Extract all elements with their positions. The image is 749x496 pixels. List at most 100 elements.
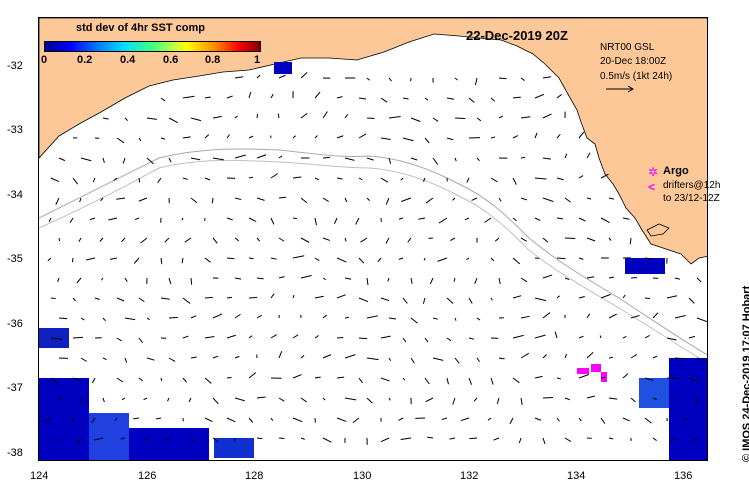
current-vector <box>400 177 404 181</box>
current-vector <box>644 334 650 339</box>
current-vector <box>292 374 302 379</box>
current-vector <box>564 237 576 240</box>
current-vector <box>102 397 105 403</box>
current-vector <box>542 437 546 445</box>
current-vector <box>212 313 223 319</box>
current-vector <box>542 197 554 202</box>
current-vector <box>380 97 388 103</box>
current-vector <box>674 315 686 319</box>
current-vector <box>358 177 363 181</box>
current-vector <box>157 177 162 183</box>
current-vector <box>564 153 568 159</box>
current-vector <box>498 115 504 119</box>
current-vector <box>58 397 63 402</box>
argo-drifter-points <box>577 364 607 382</box>
y-tick-label: -34 <box>7 189 23 201</box>
current-vector <box>108 217 118 221</box>
current-vector <box>133 417 140 420</box>
current-vector <box>425 397 434 403</box>
current-vector <box>644 377 654 381</box>
current-vector <box>542 113 552 119</box>
current-vector <box>652 355 658 359</box>
current-vector <box>143 397 148 401</box>
current-vector <box>380 437 390 443</box>
current-vector <box>204 177 211 181</box>
current-vector <box>452 397 456 405</box>
current-vector <box>490 297 493 301</box>
current-vector <box>256 437 263 440</box>
current-vector <box>278 397 285 402</box>
current-vector <box>248 296 258 299</box>
current-vector <box>564 197 571 203</box>
current-vector <box>212 397 219 405</box>
current-vector <box>204 296 213 299</box>
current-vector <box>534 417 542 421</box>
current-vector <box>85 257 96 261</box>
current-vector <box>600 417 606 424</box>
current-vector <box>401 197 412 202</box>
current-vector <box>79 197 82 203</box>
colorbar-tick-label: 0.8 <box>205 54 221 66</box>
current-vector <box>138 197 148 202</box>
current-vector <box>669 437 676 443</box>
current-vector <box>441 417 448 421</box>
current-vector <box>366 197 370 201</box>
current-vector <box>190 356 197 359</box>
current-vector <box>314 376 321 379</box>
current-vector <box>358 133 367 139</box>
current-vector <box>248 176 254 179</box>
current-vector <box>466 257 470 261</box>
current-vector <box>652 312 659 319</box>
credit-label: © IMOS 24-Dec-2019 17:07 Hobart <box>741 285 749 462</box>
current-vector <box>622 373 629 379</box>
current-vector <box>234 197 242 201</box>
current-vector <box>234 277 242 280</box>
current-vector <box>366 397 373 404</box>
current-vector <box>622 217 630 220</box>
current-vector <box>336 417 347 422</box>
current-vector <box>410 277 413 284</box>
current-vector <box>300 237 310 243</box>
current-vector <box>674 397 678 401</box>
current-vector <box>542 274 553 279</box>
current-vector <box>72 297 76 302</box>
current-vector <box>182 297 191 304</box>
current-vector <box>114 417 118 421</box>
current-vector <box>542 237 549 243</box>
current-vector <box>256 197 265 201</box>
current-vector <box>94 297 100 300</box>
current-vector <box>608 313 617 319</box>
drifters-time-label: to 23/12-12Z <box>663 193 720 204</box>
current-vector <box>366 277 369 286</box>
current-vector <box>80 357 87 362</box>
current-vector <box>556 295 560 299</box>
current-vector <box>608 397 618 400</box>
current-vector <box>336 376 345 379</box>
current-vector <box>138 137 142 142</box>
current-vector <box>542 354 547 359</box>
current-vector <box>322 237 331 241</box>
x-tick-label: 132 <box>460 470 479 482</box>
current-vector <box>182 136 191 139</box>
current-vector <box>432 357 444 361</box>
current-vector <box>124 117 128 121</box>
current-vector <box>380 377 390 382</box>
current-vector <box>358 297 369 303</box>
current-vector <box>578 335 584 339</box>
current-vector <box>360 237 368 243</box>
current-vector <box>292 135 297 139</box>
current-vector <box>292 176 302 179</box>
current-vector <box>314 217 317 226</box>
current-vector <box>109 257 118 260</box>
current-vector <box>407 237 412 243</box>
current-vector <box>234 355 240 359</box>
current-vector <box>72 177 79 185</box>
current-vector <box>696 317 707 323</box>
current-vector <box>520 237 527 242</box>
current-vector <box>498 277 501 285</box>
current-vector <box>300 112 308 119</box>
current-vector <box>498 77 507 80</box>
current-vector <box>402 97 409 100</box>
current-vector <box>410 357 415 364</box>
current-vector <box>556 133 561 139</box>
